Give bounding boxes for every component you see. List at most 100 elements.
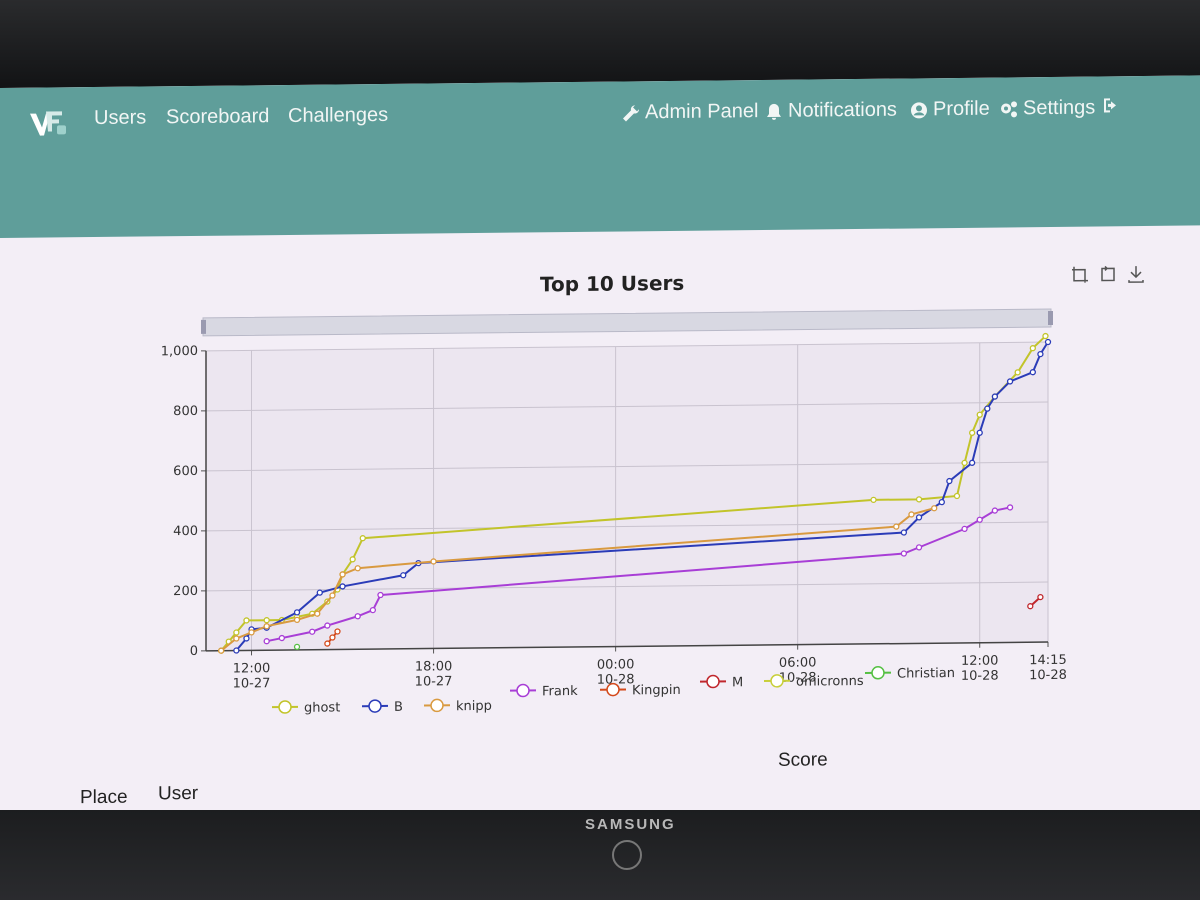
data-point-b — [938, 498, 945, 506]
data-point-ghost — [349, 556, 356, 563]
data-point-frank — [354, 613, 361, 620]
data-point-ghost — [961, 459, 968, 467]
legend-marker — [606, 682, 620, 697]
nav-settings[interactable]: Settings — [1000, 97, 1095, 121]
column-header-user[interactable]: User — [158, 782, 199, 805]
data-point-b — [1037, 350, 1044, 358]
x-tick-label-time: 00:00 — [597, 657, 634, 672]
y-tick-label: 200 — [173, 584, 198, 599]
legend-label-b: B — [394, 700, 403, 715]
nav-scoreboard[interactable]: Scoreboard — [166, 105, 270, 129]
x-tick-label-time: 06:00 — [779, 655, 816, 670]
data-point-ghost — [243, 617, 250, 624]
x-tick-label-date: 10-28 — [779, 670, 817, 685]
settings-label: Settings — [1023, 96, 1096, 120]
data-point-frank — [377, 591, 384, 599]
datazoom-handle-left[interactable] — [201, 319, 206, 334]
chart-toolbox — [1070, 264, 1146, 285]
data-point-knipp — [931, 505, 938, 512]
x-tick-label-time: 14:15 — [1029, 653, 1066, 668]
datazoom-slider[interactable] — [202, 308, 1052, 337]
legend-label-m: M — [732, 675, 743, 690]
nav-users[interactable]: Users — [94, 106, 147, 130]
x-tick-label-date: 10-28 — [597, 672, 635, 687]
data-point-knipp — [314, 610, 321, 617]
legend-label-kingpin: Kingpin — [632, 683, 681, 699]
nav-notifications[interactable]: Notifications — [765, 99, 897, 123]
data-point-knipp — [293, 616, 301, 624]
legend-marker — [516, 683, 530, 698]
data-point-knipp — [248, 629, 255, 636]
chart-axes: 02004006008001,00012:0010-2718:0010-2700… — [161, 344, 1067, 692]
nav-admin-panel[interactable]: Admin Panel — [622, 100, 758, 124]
data-point-knipp — [329, 592, 336, 599]
user-circle-icon — [911, 101, 927, 118]
x-tick-label-date: 10-28 — [961, 669, 999, 684]
data-point-m — [1027, 603, 1034, 610]
data-point-b — [1006, 378, 1014, 385]
legend-label-christian: Christian — [897, 666, 955, 682]
data-point-b — [915, 514, 923, 521]
legend-label-knipp: knipp — [456, 699, 492, 714]
data-point-knipp — [263, 623, 270, 630]
data-point-kingpin — [334, 628, 341, 635]
data-point-christian — [293, 643, 301, 651]
y-gridline — [206, 341, 1048, 352]
legend-label-ghost: ghost — [304, 700, 340, 715]
data-point-frank — [991, 507, 999, 514]
data-point-b — [316, 589, 323, 596]
data-point-ghost — [968, 429, 976, 436]
nav-logout[interactable] — [1102, 96, 1120, 114]
data-point-b — [968, 459, 976, 466]
x-tick-label-date: 10-27 — [233, 676, 271, 691]
data-point-b — [243, 635, 250, 642]
x-tick-label-time: 12:00 — [233, 661, 270, 676]
data-point-ghost — [263, 617, 270, 624]
legend-marker — [430, 698, 444, 713]
power-button[interactable] — [612, 840, 642, 870]
site-logo[interactable] — [28, 107, 68, 139]
column-header-place[interactable]: Place — [80, 786, 128, 809]
wrench-icon — [623, 104, 640, 121]
data-point-b — [339, 583, 346, 590]
data-point-knipp — [893, 523, 900, 530]
score-line-chart: 02004006008001,00012:0010-2718:0010-2700… — [161, 308, 1067, 716]
data-point-frank — [309, 628, 316, 635]
nav-challenges[interactable]: Challenges — [288, 103, 389, 127]
data-point-frank — [915, 544, 923, 551]
chart-grid — [206, 341, 1049, 652]
y-tick-label: 400 — [173, 524, 198, 539]
legend-label-omicronns: omicronns — [796, 674, 864, 690]
x-tick-label-date: 10-27 — [415, 674, 453, 689]
data-point-knipp — [354, 565, 361, 572]
datazoom-handle-right[interactable] — [1048, 310, 1053, 326]
plot-area — [206, 342, 1048, 651]
admin-panel-label: Admin Panel — [645, 100, 759, 124]
data-point-ghost — [1014, 369, 1021, 376]
notifications-label: Notifications — [788, 98, 897, 122]
download-icon[interactable] — [1126, 264, 1146, 284]
data-point-b — [293, 609, 301, 616]
chart-series — [218, 332, 1052, 654]
data-point-knipp — [339, 571, 346, 578]
legend-label-frank: Frank — [542, 684, 578, 699]
zoom-icon[interactable] — [1070, 265, 1090, 285]
data-point-knipp — [908, 511, 915, 518]
legend-marker — [368, 699, 382, 713]
y-tick-label: 0 — [190, 644, 198, 659]
data-point-b — [1044, 338, 1052, 346]
zoom-reset-icon[interactable] — [1098, 264, 1118, 284]
monitor-brand: SAMSUNG — [585, 816, 676, 833]
column-header-score[interactable]: Score — [778, 749, 828, 771]
legend-marker — [871, 666, 885, 680]
monitor-bezel-bottom: SAMSUNG — [0, 810, 1200, 900]
y-gridline — [206, 461, 1048, 472]
nav-profile[interactable]: Profile — [910, 98, 990, 122]
data-point-ghost — [976, 411, 983, 418]
scoreboard-chart-panel: Top 10 Users 0 200 400 600 800 1,000 12:00 10-2… — [0, 225, 1200, 798]
data-point-b — [900, 529, 908, 536]
data-point-b — [991, 393, 999, 400]
data-point-frank — [324, 622, 331, 629]
x-axis-line — [206, 641, 1048, 652]
